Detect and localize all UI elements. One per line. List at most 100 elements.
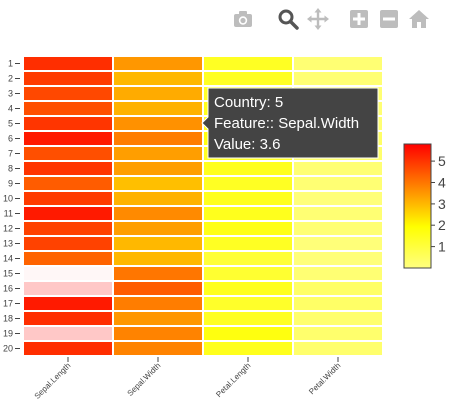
heatmap-cell-13-Sepal.Width[interactable] (114, 237, 202, 250)
heatmap-cell-18-Sepal.Width[interactable] (114, 312, 202, 325)
heatmap-cell-13-Sepal.Length[interactable] (24, 237, 112, 250)
heatmap-cell-2-Petal.Length[interactable] (204, 72, 292, 85)
colorbar-tick-label: 5 (438, 153, 446, 169)
heatmap-cell-5-Sepal.Length[interactable] (24, 117, 112, 130)
heatmap-cell-10-Petal.Width[interactable] (294, 192, 382, 205)
pan-icon[interactable] (307, 8, 329, 30)
heatmap-cell-14-Petal.Width[interactable] (294, 252, 382, 265)
heatmap-cell-18-Petal.Length[interactable] (204, 312, 292, 325)
heatmap-cell-20-Sepal.Length[interactable] (24, 342, 112, 355)
heatmap-cell-12-Sepal.Length[interactable] (24, 222, 112, 235)
heatmap-cell-10-Sepal.Length[interactable] (24, 192, 112, 205)
heatmap-cell-16-Petal.Width[interactable] (294, 282, 382, 295)
heatmap-cell-20-Petal.Length[interactable] (204, 342, 292, 355)
y-tick-label: 9 (8, 179, 13, 189)
y-tick-label: 11 (4, 209, 13, 219)
heatmap-cell-10-Petal.Length[interactable] (204, 192, 292, 205)
heatmap-cell-12-Petal.Width[interactable] (294, 222, 382, 235)
heatmap-cell-4-Sepal.Length[interactable] (24, 102, 112, 115)
colorbar-tick-label: 2 (438, 217, 446, 233)
heatmap-cell-20-Sepal.Width[interactable] (114, 342, 202, 355)
heatmap-cell-6-Sepal.Width[interactable] (114, 132, 202, 145)
heatmap-cell-14-Petal.Length[interactable] (204, 252, 292, 265)
heatmap-cell-3-Sepal.Width[interactable] (114, 87, 202, 100)
heatmap-cell-4-Sepal.Width[interactable] (114, 102, 202, 115)
heatmap-cell-19-Sepal.Length[interactable] (24, 327, 112, 340)
y-tick-label: 8 (8, 164, 13, 174)
y-tick-label: 1 (8, 59, 13, 69)
heatmap-cells[interactable] (24, 57, 382, 355)
y-tick-label: 17 (3, 299, 13, 309)
heatmap-cell-2-Petal.Width[interactable] (294, 72, 382, 85)
heatmap-cell-1-Petal.Length[interactable] (204, 57, 292, 70)
heatmap-cell-15-Petal.Width[interactable] (294, 267, 382, 280)
y-tick-label: 3 (8, 89, 13, 99)
y-tick-label: 14 (3, 254, 13, 264)
heatmap-cell-1-Sepal.Width[interactable] (114, 57, 202, 70)
colorbar: 1 2 3 4 5 (403, 143, 446, 269)
heatmap-cell-19-Sepal.Width[interactable] (114, 327, 202, 340)
heatmap-cell-7-Sepal.Length[interactable] (24, 147, 112, 160)
heatmap-cell-16-Sepal.Length[interactable] (24, 282, 112, 295)
heatmap-cell-15-Sepal.Width[interactable] (114, 267, 202, 280)
tooltip-line: Feature:: Sepal.Width (214, 115, 359, 132)
heatmap-cell-9-Sepal.Length[interactable] (24, 177, 112, 190)
x-tick-label: Sepal.Length (33, 361, 73, 401)
heatmap-cell-3-Sepal.Length[interactable] (24, 87, 112, 100)
y-tick-label: 18 (3, 314, 13, 324)
heatmap-cell-10-Sepal.Width[interactable] (114, 192, 202, 205)
heatmap-cell-17-Sepal.Width[interactable] (114, 297, 202, 310)
heatmap-cell-5-Sepal.Width[interactable] (114, 117, 202, 130)
camera-icon[interactable] (232, 8, 254, 30)
heatmap-cell-1-Sepal.Length[interactable] (24, 57, 112, 70)
heatmap-cell-19-Petal.Length[interactable] (204, 327, 292, 340)
x-tick-label: Petal.Length (214, 361, 252, 399)
heatmap-cell-14-Sepal.Width[interactable] (114, 252, 202, 265)
y-tick-label: 6 (8, 134, 13, 144)
heatmap-cell-11-Sepal.Length[interactable] (24, 207, 112, 220)
heatmap-cell-2-Sepal.Width[interactable] (114, 72, 202, 85)
heatmap-cell-19-Petal.Width[interactable] (294, 327, 382, 340)
home-icon[interactable] (408, 8, 430, 30)
heatmap-cell-16-Petal.Length[interactable] (204, 282, 292, 295)
heatmap-cell-11-Sepal.Width[interactable] (114, 207, 202, 220)
heatmap-cell-9-Petal.Length[interactable] (204, 177, 292, 190)
heatmap-cell-9-Sepal.Width[interactable] (114, 177, 202, 190)
y-tick-label: 16 (3, 284, 13, 294)
y-tick-label: 2 (8, 74, 13, 84)
y-tick-label: 7 (8, 149, 13, 159)
heatmap-cell-13-Petal.Length[interactable] (204, 237, 292, 250)
heatmap-cell-12-Petal.Length[interactable] (204, 222, 292, 235)
heatmap-cell-11-Petal.Width[interactable] (294, 207, 382, 220)
heatmap-cell-8-Petal.Width[interactable] (294, 162, 382, 175)
heatmap-cell-18-Sepal.Length[interactable] (24, 312, 112, 325)
heatmap-cell-17-Sepal.Length[interactable] (24, 297, 112, 310)
heatmap-cell-15-Petal.Length[interactable] (204, 267, 292, 280)
heatmap-cell-20-Petal.Width[interactable] (294, 342, 382, 355)
x-axis: Sepal.Length Sepal.Width Petal.Length Petal… (33, 357, 342, 401)
heatmap-cell-18-Petal.Width[interactable] (294, 312, 382, 325)
heatmap-cell-2-Sepal.Length[interactable] (24, 72, 112, 85)
zoom-icon[interactable] (277, 8, 299, 30)
heatmap-cell-6-Sepal.Length[interactable] (24, 132, 112, 145)
heatmap-cell-8-Sepal.Length[interactable] (24, 162, 112, 175)
heatmap-cell-8-Petal.Length[interactable] (204, 162, 292, 175)
zoom-out-icon[interactable] (378, 8, 400, 30)
heatmap-cell-12-Sepal.Width[interactable] (114, 222, 202, 235)
heatmap-cell-16-Sepal.Width[interactable] (114, 282, 202, 295)
heatmap-cell-15-Sepal.Length[interactable] (24, 267, 112, 280)
heatmap-cell-9-Petal.Width[interactable] (294, 177, 382, 190)
zoom-in-icon[interactable] (348, 8, 370, 30)
heatmap-cell-1-Petal.Width[interactable] (294, 57, 382, 70)
heatmap-cell-17-Petal.Width[interactable] (294, 297, 382, 310)
heatmap-cell-13-Petal.Width[interactable] (294, 237, 382, 250)
heatmap-cell-8-Sepal.Width[interactable] (114, 162, 202, 175)
tooltip-line: Country: 5 (214, 94, 283, 111)
heatmap-cell-17-Petal.Length[interactable] (204, 297, 292, 310)
y-tick-label: 13 (3, 239, 13, 249)
heatmap-cell-14-Sepal.Length[interactable] (24, 252, 112, 265)
heatmap-cell-11-Petal.Length[interactable] (204, 207, 292, 220)
heatmap-cell-7-Sepal.Width[interactable] (114, 147, 202, 160)
